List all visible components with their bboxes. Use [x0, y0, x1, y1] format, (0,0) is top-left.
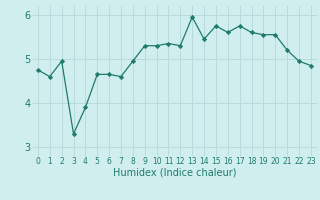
X-axis label: Humidex (Indice chaleur): Humidex (Indice chaleur) — [113, 168, 236, 178]
